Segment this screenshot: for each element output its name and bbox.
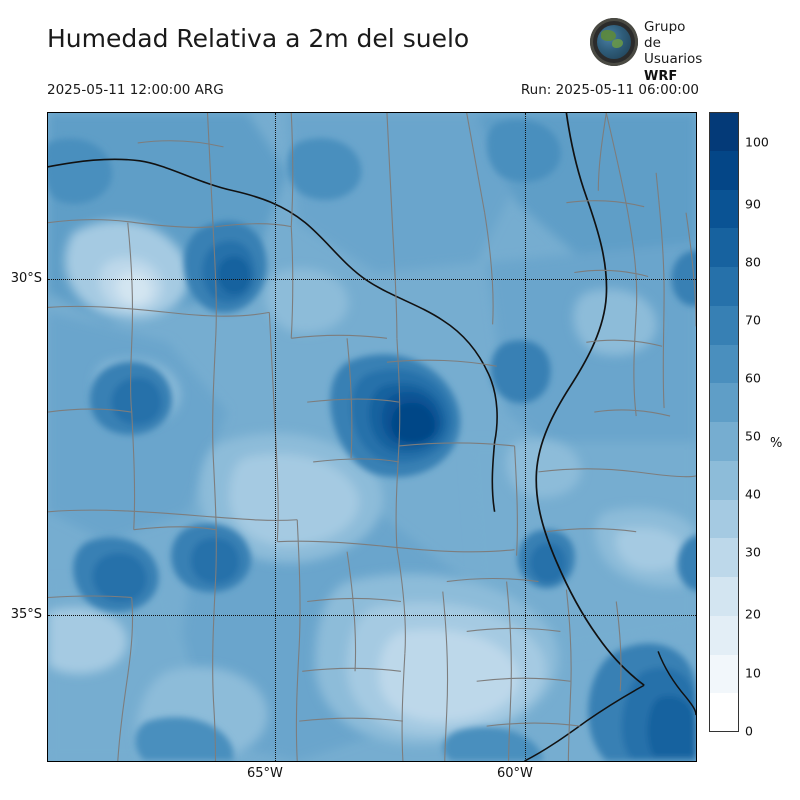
colorbar-tick-20: 20 — [745, 606, 761, 622]
gridline-lat-30S — [48, 279, 696, 280]
colorbar-segment — [709, 654, 739, 694]
colorbar-unit-label: % — [770, 436, 783, 451]
ytick-label-35S: 35°S — [10, 607, 42, 622]
colorbar-tick-70: 70 — [745, 312, 761, 328]
colorbar-tick-10: 10 — [745, 665, 761, 681]
colorbar-tick-40: 40 — [745, 486, 761, 502]
colorbar-segment — [709, 150, 739, 190]
colorbar-tick-30: 30 — [745, 544, 761, 560]
colorbar-segment — [709, 228, 739, 267]
colorbar-extend-min-arrow — [709, 732, 739, 762]
colorbar-segment — [709, 305, 739, 345]
colorbar — [709, 112, 739, 762]
logo-text: Grupo de Usuarios WRF — [644, 19, 706, 84]
colorbar-segment — [709, 499, 739, 539]
colorbar-segment — [709, 422, 739, 461]
colorbar-segment — [709, 538, 739, 577]
colorbar-segment — [709, 344, 739, 384]
colorbar-segment — [709, 693, 739, 732]
logo-line1: Grupo de — [644, 19, 686, 51]
run-time-label: Run: 2025-05-11 06:00:00 — [520, 82, 699, 98]
colorbar-segment — [709, 577, 739, 616]
xtick-label-60W: 60°W — [497, 766, 533, 781]
gridline-lon-60W — [525, 113, 526, 761]
colorbar-segment — [709, 460, 739, 500]
humidity-heatmap — [48, 113, 696, 761]
colorbar-segment — [709, 112, 739, 151]
colorbar-tick-50: 50 — [745, 428, 761, 444]
gridline-lon-65W — [275, 113, 276, 761]
colorbar-segment — [709, 383, 739, 422]
colorbar-tick-0: 0 — [745, 723, 753, 739]
colorbar-tick-90: 90 — [745, 196, 761, 212]
colorbar-tick-60: 60 — [745, 370, 761, 386]
map-plot-area — [47, 112, 697, 762]
colorbar-segment — [709, 189, 739, 229]
gridline-lat-35S — [48, 615, 696, 616]
colorbar-segment — [709, 615, 739, 655]
globe-icon — [590, 18, 638, 66]
logo: Grupo de Usuarios WRF — [590, 16, 706, 84]
colorbar-segment — [709, 267, 739, 306]
ytick-label-30S: 30°S — [10, 271, 42, 286]
logo-line3: WRF — [644, 68, 678, 84]
colorbar-tick-100: 100 — [745, 134, 769, 150]
page-title: Humedad Relativa a 2m del suelo — [47, 24, 470, 53]
xtick-label-65W: 65°W — [247, 766, 283, 781]
logo-line2: Usuarios — [644, 50, 703, 67]
colorbar-outline — [709, 112, 739, 732]
colorbar-tick-80: 80 — [745, 254, 761, 270]
valid-time-label: 2025-05-11 12:00:00 ARG — [47, 82, 224, 98]
